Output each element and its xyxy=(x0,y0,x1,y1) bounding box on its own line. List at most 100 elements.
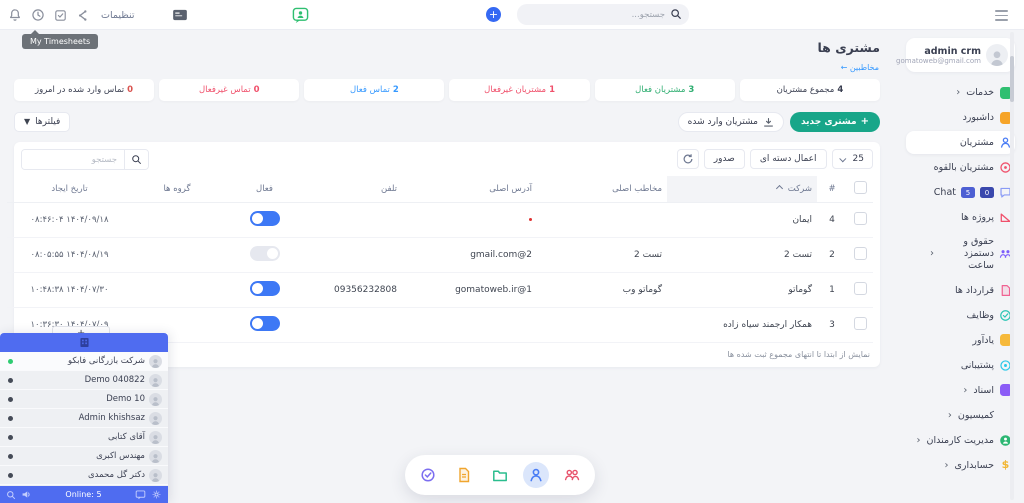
refresh-button[interactable] xyxy=(676,149,699,169)
chat-message-icon[interactable] xyxy=(135,489,146,500)
todo-check-square-icon[interactable] xyxy=(54,9,67,22)
stat-card-0: 4 مجموع مشتریان xyxy=(739,79,880,101)
notifications-bell-icon[interactable] xyxy=(8,8,22,22)
active-toggle[interactable] xyxy=(249,246,280,261)
status-dot xyxy=(8,434,13,440)
chat-sound-icon[interactable] xyxy=(21,489,32,500)
chat-widget-header[interactable] xyxy=(0,333,168,352)
timesheets-clock-icon[interactable] xyxy=(31,8,45,22)
cell-groups xyxy=(132,272,222,308)
chat-user-row[interactable]: دکتر گل محمدی xyxy=(0,466,168,485)
chat-user-row[interactable]: شرکت بازرگانی فابکو xyxy=(0,352,168,371)
id-card-icon[interactable] xyxy=(172,9,188,21)
row-checkbox[interactable] xyxy=(853,317,867,330)
table-row: 4 ایمان ۱۴۰۴/۰۹/۱۸ ۰۸:۴۶:۰۴ xyxy=(7,202,873,238)
filters-button[interactable]: فیلترها xyxy=(14,112,71,132)
cell-company[interactable]: گوماتو xyxy=(667,272,817,308)
quick-add-button[interactable] xyxy=(486,7,501,22)
dock-tasks-check-icon[interactable] xyxy=(415,462,441,488)
sidebar-item-13[interactable]: مدیریت کارمندان xyxy=(906,429,1015,452)
column-header-1[interactable]: شرکت xyxy=(667,176,817,203)
sidebar-item-7[interactable]: قرارداد ها xyxy=(906,279,1015,302)
import-customers-button[interactable]: مشتریان وارد شده xyxy=(677,112,784,132)
sidebar-item-4[interactable]: 0 5 Chat xyxy=(906,181,1015,204)
sidebar-item-5[interactable]: پروژه ها xyxy=(906,206,1015,229)
column-header-3[interactable]: آدرس اصلی xyxy=(402,176,537,203)
column-header-4[interactable]: تلفن xyxy=(307,176,402,203)
stat-value: 1 xyxy=(549,85,555,95)
table-search-input[interactable] xyxy=(22,150,124,169)
column-header-7[interactable]: تاریخ ایجاد xyxy=(7,176,132,203)
row-checkbox[interactable] xyxy=(853,212,867,225)
column-header-6[interactable]: گروه ها xyxy=(132,176,222,203)
dashboard-icon xyxy=(999,111,1012,124)
row-checkbox[interactable] xyxy=(853,247,867,260)
sidebar-item-0[interactable]: خدمات xyxy=(906,81,1015,104)
bulk-actions-button[interactable]: اعمال دسته ای xyxy=(749,149,827,169)
row-number: 1 xyxy=(817,272,847,308)
cell-phone: 09356232808 xyxy=(307,272,402,308)
header-icon-cluster: تنظیمات xyxy=(8,0,309,30)
row-number: 2 xyxy=(817,237,847,273)
sidebar-item-14[interactable]: حسابداری xyxy=(906,454,1015,477)
sidebar-item-12[interactable]: کمیسیون xyxy=(906,404,1015,427)
row-checkbox[interactable] xyxy=(853,282,867,295)
sidebar-item-label: وظایف xyxy=(966,309,994,321)
chat-user-row[interactable]: آقای کتابی xyxy=(0,428,168,447)
stat-value: 2 xyxy=(392,85,399,95)
sidebar-item-8[interactable]: وظایف xyxy=(906,304,1015,327)
column-header-0[interactable]: # xyxy=(817,176,847,203)
stat-card-1: 3 مشتریان فعال xyxy=(594,79,735,101)
table-header-row: # شرکت مخاطب اصلی آدرس اصلی تلفن فعال گروه ها ت… xyxy=(7,176,873,203)
export-button[interactable]: صدور xyxy=(703,149,745,169)
sidebar-item-2[interactable]: مشتریان xyxy=(906,131,1015,154)
settings-link[interactable]: تنظیمات xyxy=(101,9,135,21)
chat-settings-gear-icon[interactable] xyxy=(151,489,162,500)
scrollbar-thumb[interactable] xyxy=(1010,56,1014,102)
chat-user-row[interactable]: Demo 10 xyxy=(0,390,168,409)
sidebar-item-10[interactable]: پشتیبانی xyxy=(906,354,1015,377)
hamburger-menu-icon[interactable] xyxy=(995,10,1008,24)
table-search-button[interactable] xyxy=(124,150,148,169)
row-number: 4 xyxy=(817,202,847,238)
cell-phone xyxy=(307,237,402,273)
chat-user-row[interactable]: Admin khishsaz xyxy=(0,409,168,428)
global-search xyxy=(517,4,689,25)
employees-icon xyxy=(999,434,1012,447)
dock-customers-person-icon[interactable] xyxy=(523,462,549,488)
column-header-2[interactable]: مخاطب اصلی xyxy=(537,176,667,203)
chat-search-icon[interactable] xyxy=(6,490,16,500)
table-controls: 25 اعمال دسته ای صدور xyxy=(21,149,873,170)
top-header: تنظیمات xyxy=(0,0,1024,30)
avatar xyxy=(149,430,162,444)
user-card[interactable]: admin crm gomatoweb@gmail.com xyxy=(896,38,1015,72)
sidebar-item-1[interactable]: داشبورد xyxy=(906,106,1015,129)
active-toggle[interactable] xyxy=(249,316,280,331)
chat-user-row[interactable]: Demo 040822 xyxy=(0,371,168,390)
cell-company[interactable]: همکار ارجمند سیاه زاده xyxy=(667,307,817,343)
dock-files-folder-icon[interactable] xyxy=(487,462,513,488)
sidebar-item-3[interactable]: مشتریان بالقوه xyxy=(906,156,1015,179)
cell-company[interactable]: ایمان xyxy=(667,202,817,238)
active-toggle[interactable] xyxy=(249,281,280,296)
stat-label: تماس غیرفعال xyxy=(198,85,251,95)
column-header-5[interactable]: فعال xyxy=(222,176,307,203)
sidebar-item-11[interactable]: اسناد xyxy=(906,379,1015,402)
breadcrumb-link[interactable]: مخاطبین ← xyxy=(840,63,879,72)
global-search-input[interactable] xyxy=(517,4,689,25)
cell-company[interactable]: تست 2 xyxy=(667,237,817,273)
new-customer-button[interactable]: مشتری جدید xyxy=(789,112,880,132)
dock-invoice-file-icon[interactable] xyxy=(451,462,477,488)
stat-value: 4 xyxy=(837,85,844,95)
sidebar-item-label: حقوق و دستمزد ساعت xyxy=(963,236,994,271)
active-toggle[interactable] xyxy=(249,211,280,226)
sidebar-item-9[interactable]: یادآور xyxy=(906,329,1015,352)
cell-created-date: ۱۴۰۴/۰۷/۳۰ ۱۰:۴۸:۳۸ xyxy=(7,272,132,308)
select-all-checkbox[interactable] xyxy=(853,181,867,194)
sidebar-item-6[interactable]: حقوق و دستمزد ساعت xyxy=(906,231,1015,277)
page-size-select[interactable]: 25 xyxy=(831,149,873,169)
share-icon[interactable] xyxy=(76,9,89,22)
support-chat-icon[interactable] xyxy=(292,7,309,24)
dock-staff-people-icon[interactable] xyxy=(559,462,585,488)
chat-user-row[interactable]: مهندس اکبری xyxy=(0,447,168,466)
